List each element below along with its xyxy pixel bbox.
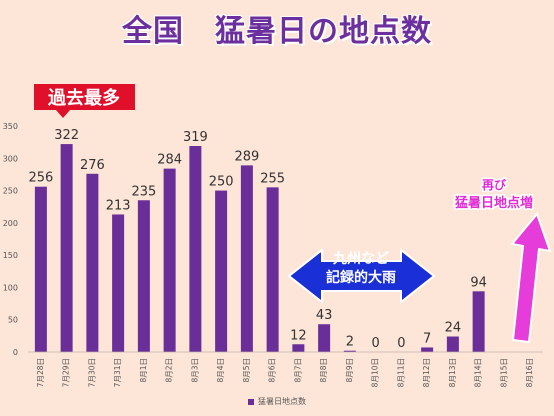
- data-label: 256: [28, 171, 53, 186]
- bars: [34, 144, 485, 353]
- record-label: 過去最多: [48, 87, 120, 109]
- double-arrow-icon: [287, 247, 436, 305]
- bar: [60, 144, 73, 352]
- data-label: 322: [54, 128, 79, 143]
- kyushu-callout: 九州など 記録的大雨: [287, 247, 436, 305]
- x-tick-label: 8月8日: [319, 358, 328, 383]
- data-label: 284: [157, 153, 182, 168]
- x-tick-label: 7月29日: [62, 358, 71, 387]
- data-label: 289: [234, 149, 259, 164]
- data-label: 255: [260, 171, 285, 186]
- x-axis: 7月28日 7月29日 7月30日 7月31日 8月1日 8月2日 8月3日 8月4日 8月5日…: [28, 351, 543, 387]
- data-label: 250: [209, 175, 234, 190]
- bar: [266, 187, 279, 352]
- x-tick-label: 7月28日: [36, 358, 45, 387]
- bar: [421, 347, 434, 352]
- y-axis: 0 50 100 150 200 250 300 350: [3, 122, 18, 357]
- bar: [112, 214, 125, 352]
- bar: [86, 173, 99, 352]
- y-tick-label: 150: [3, 251, 18, 260]
- y-tick-label: 200: [3, 219, 18, 228]
- data-label: 0: [371, 336, 379, 351]
- x-tick-label: 7月31日: [113, 358, 122, 387]
- x-tick-label: 8月4日: [216, 358, 225, 383]
- y-tick-label: 50: [8, 316, 18, 325]
- x-tick-label: 8月3日: [190, 358, 199, 383]
- x-tick-label: 8月6日: [268, 358, 277, 383]
- legend: 猛暑日地点数: [0, 396, 554, 407]
- data-label: 2: [346, 335, 354, 350]
- x-tick-label: 8月13日: [448, 358, 457, 387]
- x-tick-label: 8月11日: [396, 358, 405, 387]
- data-label: 43: [316, 308, 333, 323]
- bar: [163, 168, 176, 352]
- bar: [318, 324, 331, 352]
- x-tick-label: 8月1日: [139, 358, 148, 383]
- rise-label-line1: 再び: [482, 177, 507, 192]
- bar: [472, 291, 485, 352]
- y-tick-label: 300: [3, 154, 18, 163]
- legend-swatch: [248, 398, 254, 405]
- record-badge: 過去最多: [34, 84, 135, 118]
- x-tick-label: 7月30日: [87, 358, 96, 387]
- legend-label: 猛暑日地点数: [258, 397, 306, 406]
- x-tick-label: 8月10日: [371, 358, 380, 387]
- rise-callout: 再び 猛暑日地点増: [452, 176, 552, 344]
- x-tick-label: 8月12日: [422, 358, 431, 387]
- data-label: 12: [290, 328, 307, 343]
- chart-title: 全国 猛暑日の地点数: [122, 14, 432, 49]
- data-label: 276: [80, 158, 105, 173]
- y-tick-label: 100: [3, 283, 18, 292]
- x-tick-label: 8月15日: [499, 358, 508, 387]
- x-tick-label: 8月9日: [345, 358, 354, 383]
- x-tick-label: 8月2日: [165, 358, 174, 383]
- bar: [215, 190, 228, 352]
- y-tick-label: 350: [3, 122, 18, 131]
- kyushu-label-line1: 九州など: [332, 251, 389, 267]
- x-tick-label: 8月7日: [293, 358, 302, 383]
- bar: [292, 344, 305, 352]
- bar: [446, 336, 459, 352]
- x-tick-label: 8月5日: [242, 358, 251, 383]
- data-label: 0: [397, 336, 405, 351]
- bar: [189, 146, 202, 352]
- bar: [34, 186, 47, 352]
- kyushu-label-line2: 記録的大雨: [326, 269, 396, 286]
- data-label: 7: [423, 331, 431, 346]
- up-arrow-icon: [510, 212, 552, 344]
- data-label: 235: [131, 184, 156, 199]
- x-tick-label: 8月14日: [474, 358, 483, 387]
- bar: [240, 165, 253, 352]
- y-tick-label: 0: [13, 348, 18, 357]
- y-tick-label: 250: [3, 187, 18, 196]
- data-label: 24: [445, 321, 462, 336]
- data-label: 94: [470, 275, 487, 290]
- data-label: 213: [106, 198, 131, 213]
- x-tick-label: 8月16日: [525, 358, 534, 387]
- bar: [137, 200, 150, 352]
- data-label: 319: [183, 130, 208, 145]
- bar: [343, 350, 356, 352]
- rise-label-line2: 猛暑日地点増: [454, 195, 533, 211]
